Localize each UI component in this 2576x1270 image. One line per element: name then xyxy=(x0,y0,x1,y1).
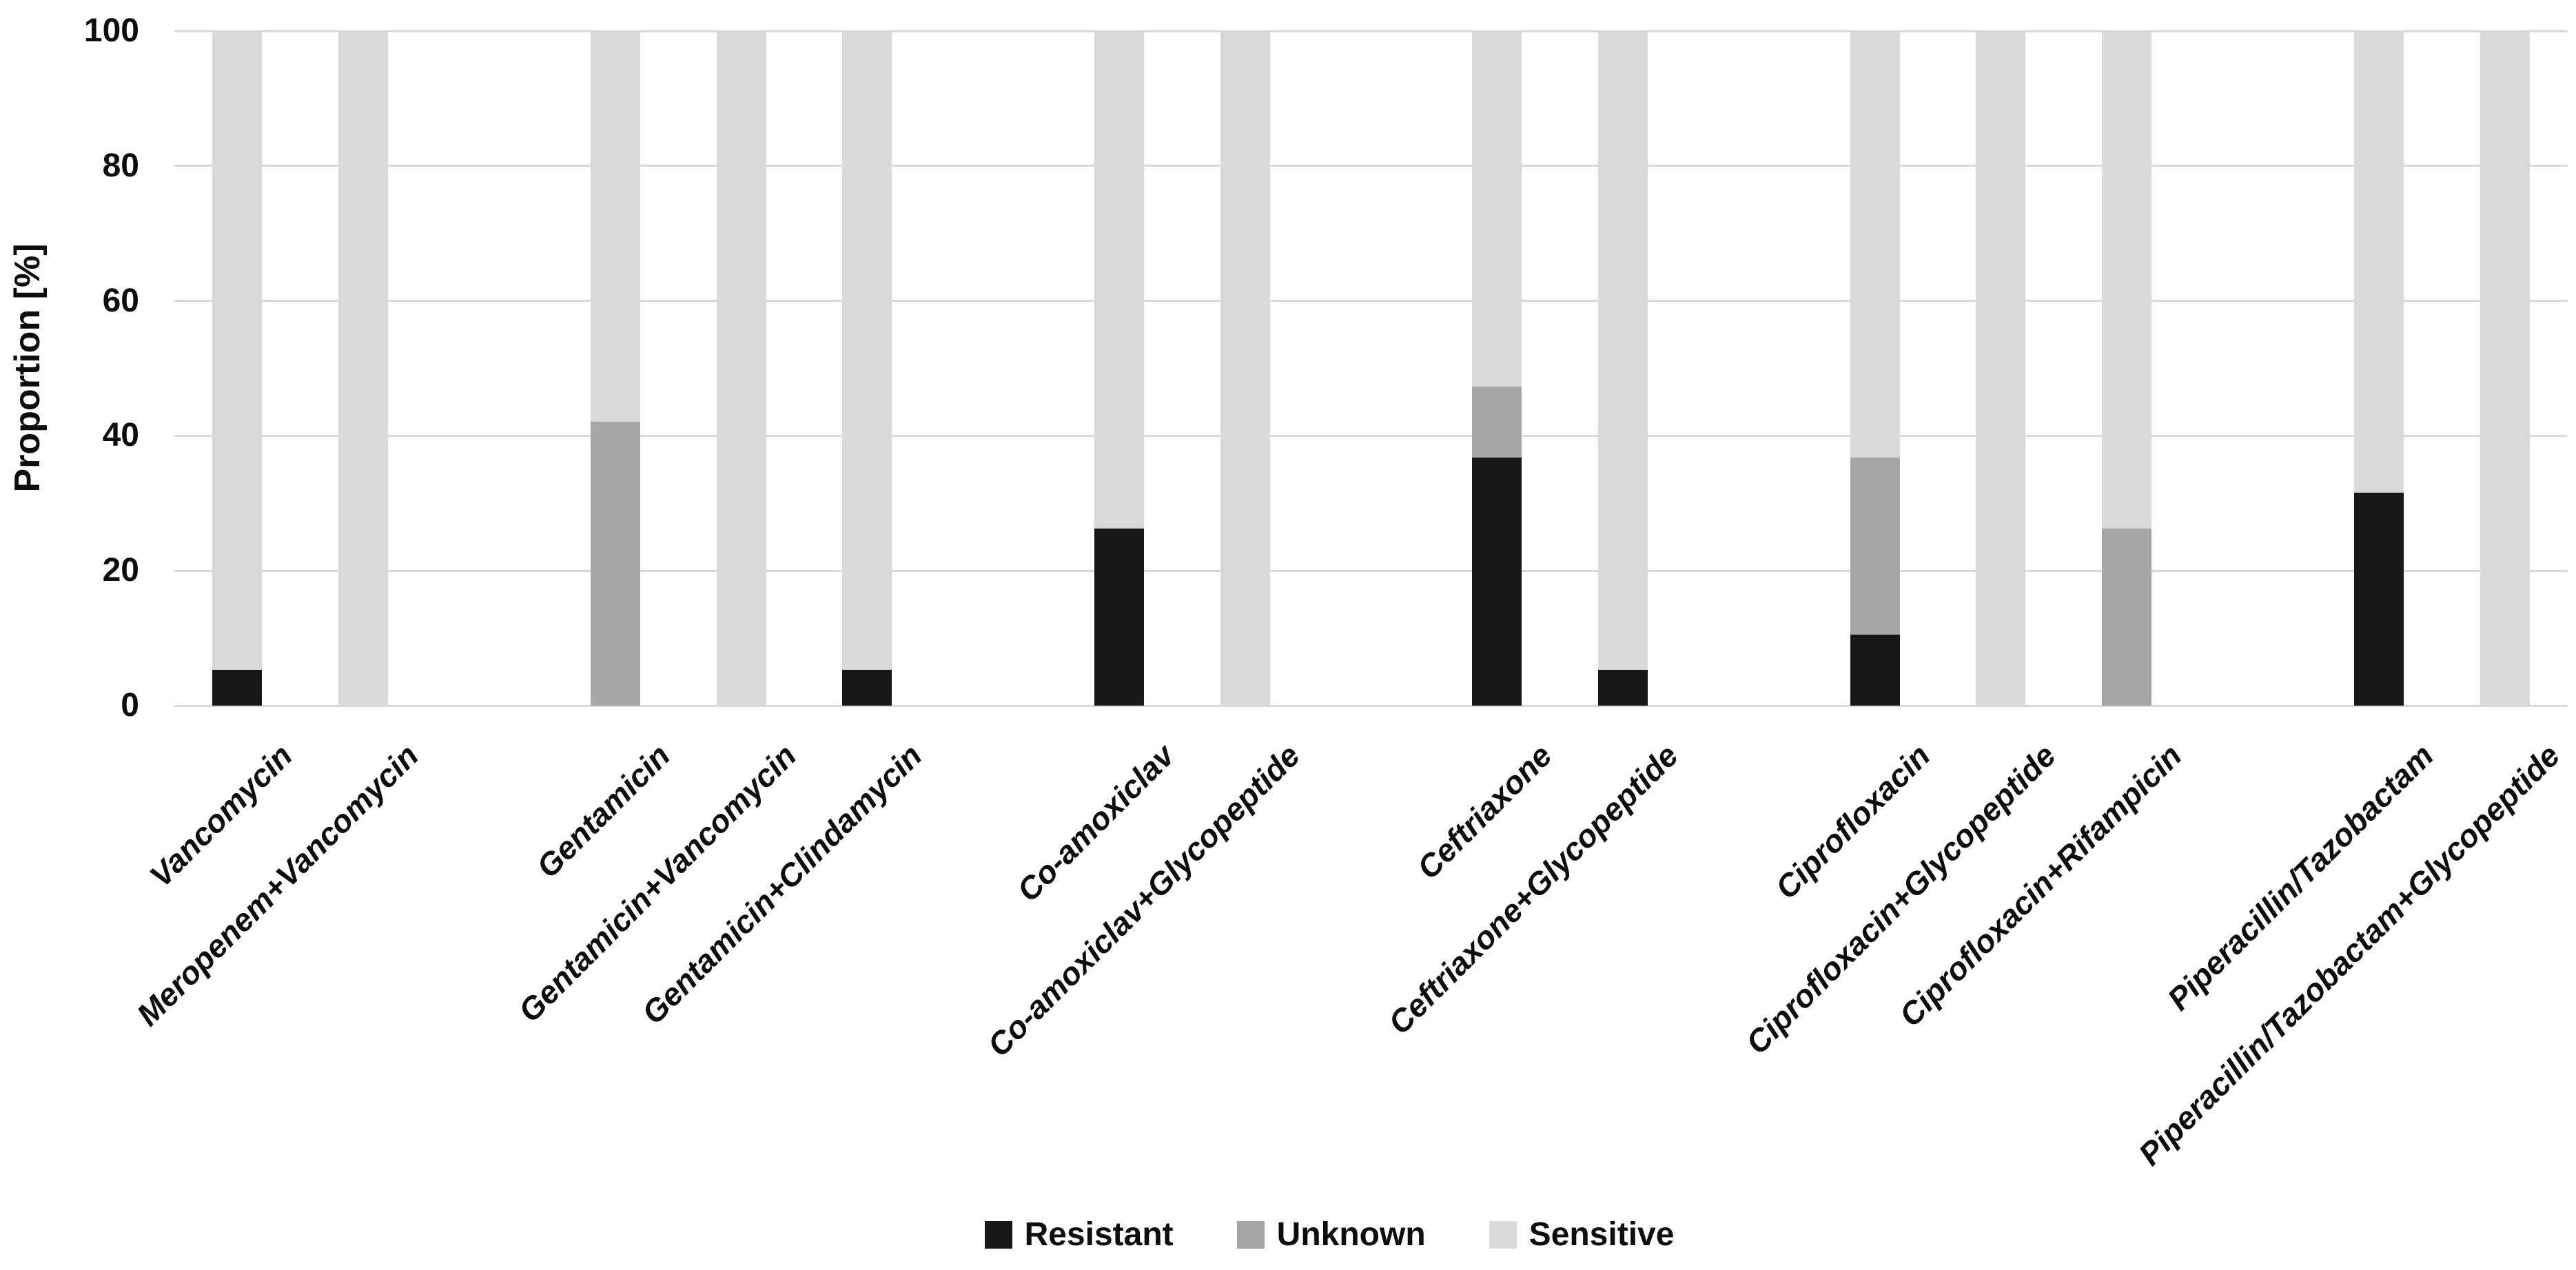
bar-co-amoxiclav xyxy=(1094,31,1144,706)
bar-gentamicin xyxy=(590,31,640,706)
segment-sensitive xyxy=(590,31,640,422)
segment-sensitive xyxy=(1850,31,1900,458)
y-axis-title: Proportion [%] xyxy=(8,243,48,493)
segment-resistant xyxy=(2353,492,2404,706)
segment-resistant xyxy=(212,670,263,706)
bar-ceftriaxone-glycopeptide xyxy=(1598,31,1648,706)
segment-resistant xyxy=(1850,635,1900,706)
legend-item-unknown: Unknown xyxy=(1236,1216,1426,1253)
segment-sensitive xyxy=(1598,31,1648,670)
y-tick-label-60: 60 xyxy=(102,282,139,319)
bar-gentamicin-vancomycin xyxy=(716,31,766,706)
bar-piperacillin-tazobactam xyxy=(2353,31,2404,706)
y-tick-label-100: 100 xyxy=(83,12,139,49)
bar-piperacillin-tazobactam-glycopeptide xyxy=(2480,31,2530,706)
segment-unknown xyxy=(1472,386,1522,458)
bar-vancomycin xyxy=(212,31,263,706)
legend-swatch-icon xyxy=(984,1221,1012,1249)
bar-co-amoxiclav-glycopeptide xyxy=(1220,31,1270,706)
segment-sensitive xyxy=(2480,31,2530,706)
bar-ciprofloxacin-rifampicin xyxy=(2102,31,2152,706)
segment-resistant xyxy=(842,670,892,706)
segment-sensitive xyxy=(716,31,766,706)
bar-gentamicin-clindamycin xyxy=(842,31,892,706)
legend-label: Unknown xyxy=(1276,1216,1426,1253)
segment-sensitive xyxy=(1472,31,1522,387)
gridline-60 xyxy=(174,300,2568,303)
legend-item-sensitive: Sensitive xyxy=(1489,1216,1675,1253)
segment-unknown xyxy=(1850,457,1900,635)
y-tick-label-80: 80 xyxy=(102,147,139,184)
gridline-100 xyxy=(174,30,2568,32)
segment-sensitive xyxy=(338,31,389,706)
legend-swatch-icon xyxy=(1489,1221,1517,1249)
segment-sensitive xyxy=(842,31,892,670)
y-tick-label-0: 0 xyxy=(121,687,139,724)
gridline-0 xyxy=(174,704,2568,707)
legend-label: Resistant xyxy=(1024,1216,1174,1253)
legend-item-resistant: Resistant xyxy=(984,1216,1174,1253)
gridline-20 xyxy=(174,569,2568,572)
segment-sensitive xyxy=(212,31,263,670)
segment-resistant xyxy=(1472,457,1522,706)
segment-unknown xyxy=(2102,528,2152,706)
legend-label: Sensitive xyxy=(1529,1216,1675,1253)
y-tick-label-40: 40 xyxy=(102,417,139,454)
segment-resistant xyxy=(1094,528,1144,706)
segment-sensitive xyxy=(1976,31,2026,706)
gridline-80 xyxy=(174,165,2568,167)
gridline-40 xyxy=(174,434,2568,437)
segment-sensitive xyxy=(1220,31,1270,706)
bar-ciprofloxacin xyxy=(1850,31,1900,706)
segment-sensitive xyxy=(2353,31,2404,493)
bar-ciprofloxacin-glycopeptide xyxy=(1976,31,2026,706)
segment-resistant xyxy=(1598,670,1648,706)
chart-legend: Resistant Unknown Sensitive xyxy=(41,1218,2576,1251)
bar-meropenem-vancomycin xyxy=(338,31,389,706)
legend-swatch-icon xyxy=(1236,1221,1265,1249)
segment-sensitive xyxy=(2102,31,2152,529)
bar-ceftriaxone xyxy=(1472,31,1522,706)
x-axis-label: Piperacillin/Tazobactam xyxy=(2160,737,2441,1018)
y-tick-label-20: 20 xyxy=(102,552,139,589)
segment-sensitive xyxy=(1094,31,1144,529)
segment-unknown xyxy=(590,421,640,706)
